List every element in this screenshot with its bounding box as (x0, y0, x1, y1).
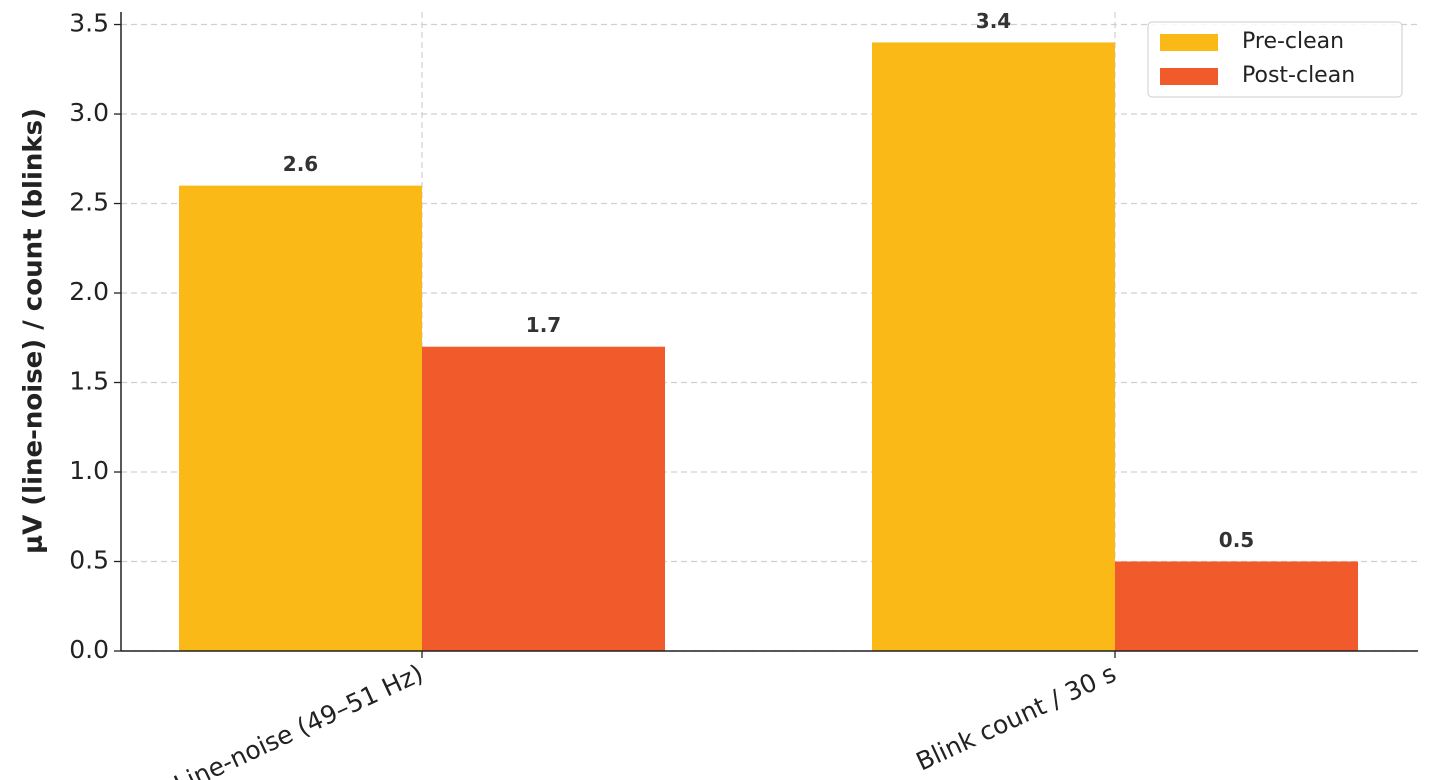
y-tick-label: 1.5 (69, 367, 109, 396)
y-tick-label: 0.0 (69, 635, 109, 664)
legend-label: Pre-clean (1242, 29, 1344, 54)
bar (422, 346, 665, 651)
value-label: 0.5 (1219, 528, 1254, 552)
y-tick-label: 0.5 (69, 546, 109, 575)
legend-swatch (1160, 34, 1218, 51)
y-tick-label: 2.0 (69, 277, 109, 306)
bar (1115, 561, 1358, 651)
x-tick-label: Blink count / 30 s (912, 658, 1121, 776)
value-label: 1.7 (526, 313, 561, 337)
y-tick-label: 3.0 (69, 98, 109, 127)
legend-label: Post-clean (1242, 63, 1355, 88)
bar (872, 42, 1115, 651)
bar (179, 185, 422, 652)
legend: Pre-clean Post-clean (1147, 21, 1403, 98)
value-label: 2.6 (283, 152, 318, 176)
y-tick-label: 1.0 (69, 456, 109, 485)
x-tick-label: Line-noise (49–51 Hz) (170, 658, 428, 780)
y-tick-label: 2.5 (69, 188, 109, 217)
y-tick-label: 3.5 (69, 9, 109, 38)
value-label: 3.4 (976, 9, 1011, 33)
y-axis-label: μV (line-noise) / count (blinks) (19, 108, 49, 554)
legend-swatch (1160, 68, 1218, 85)
